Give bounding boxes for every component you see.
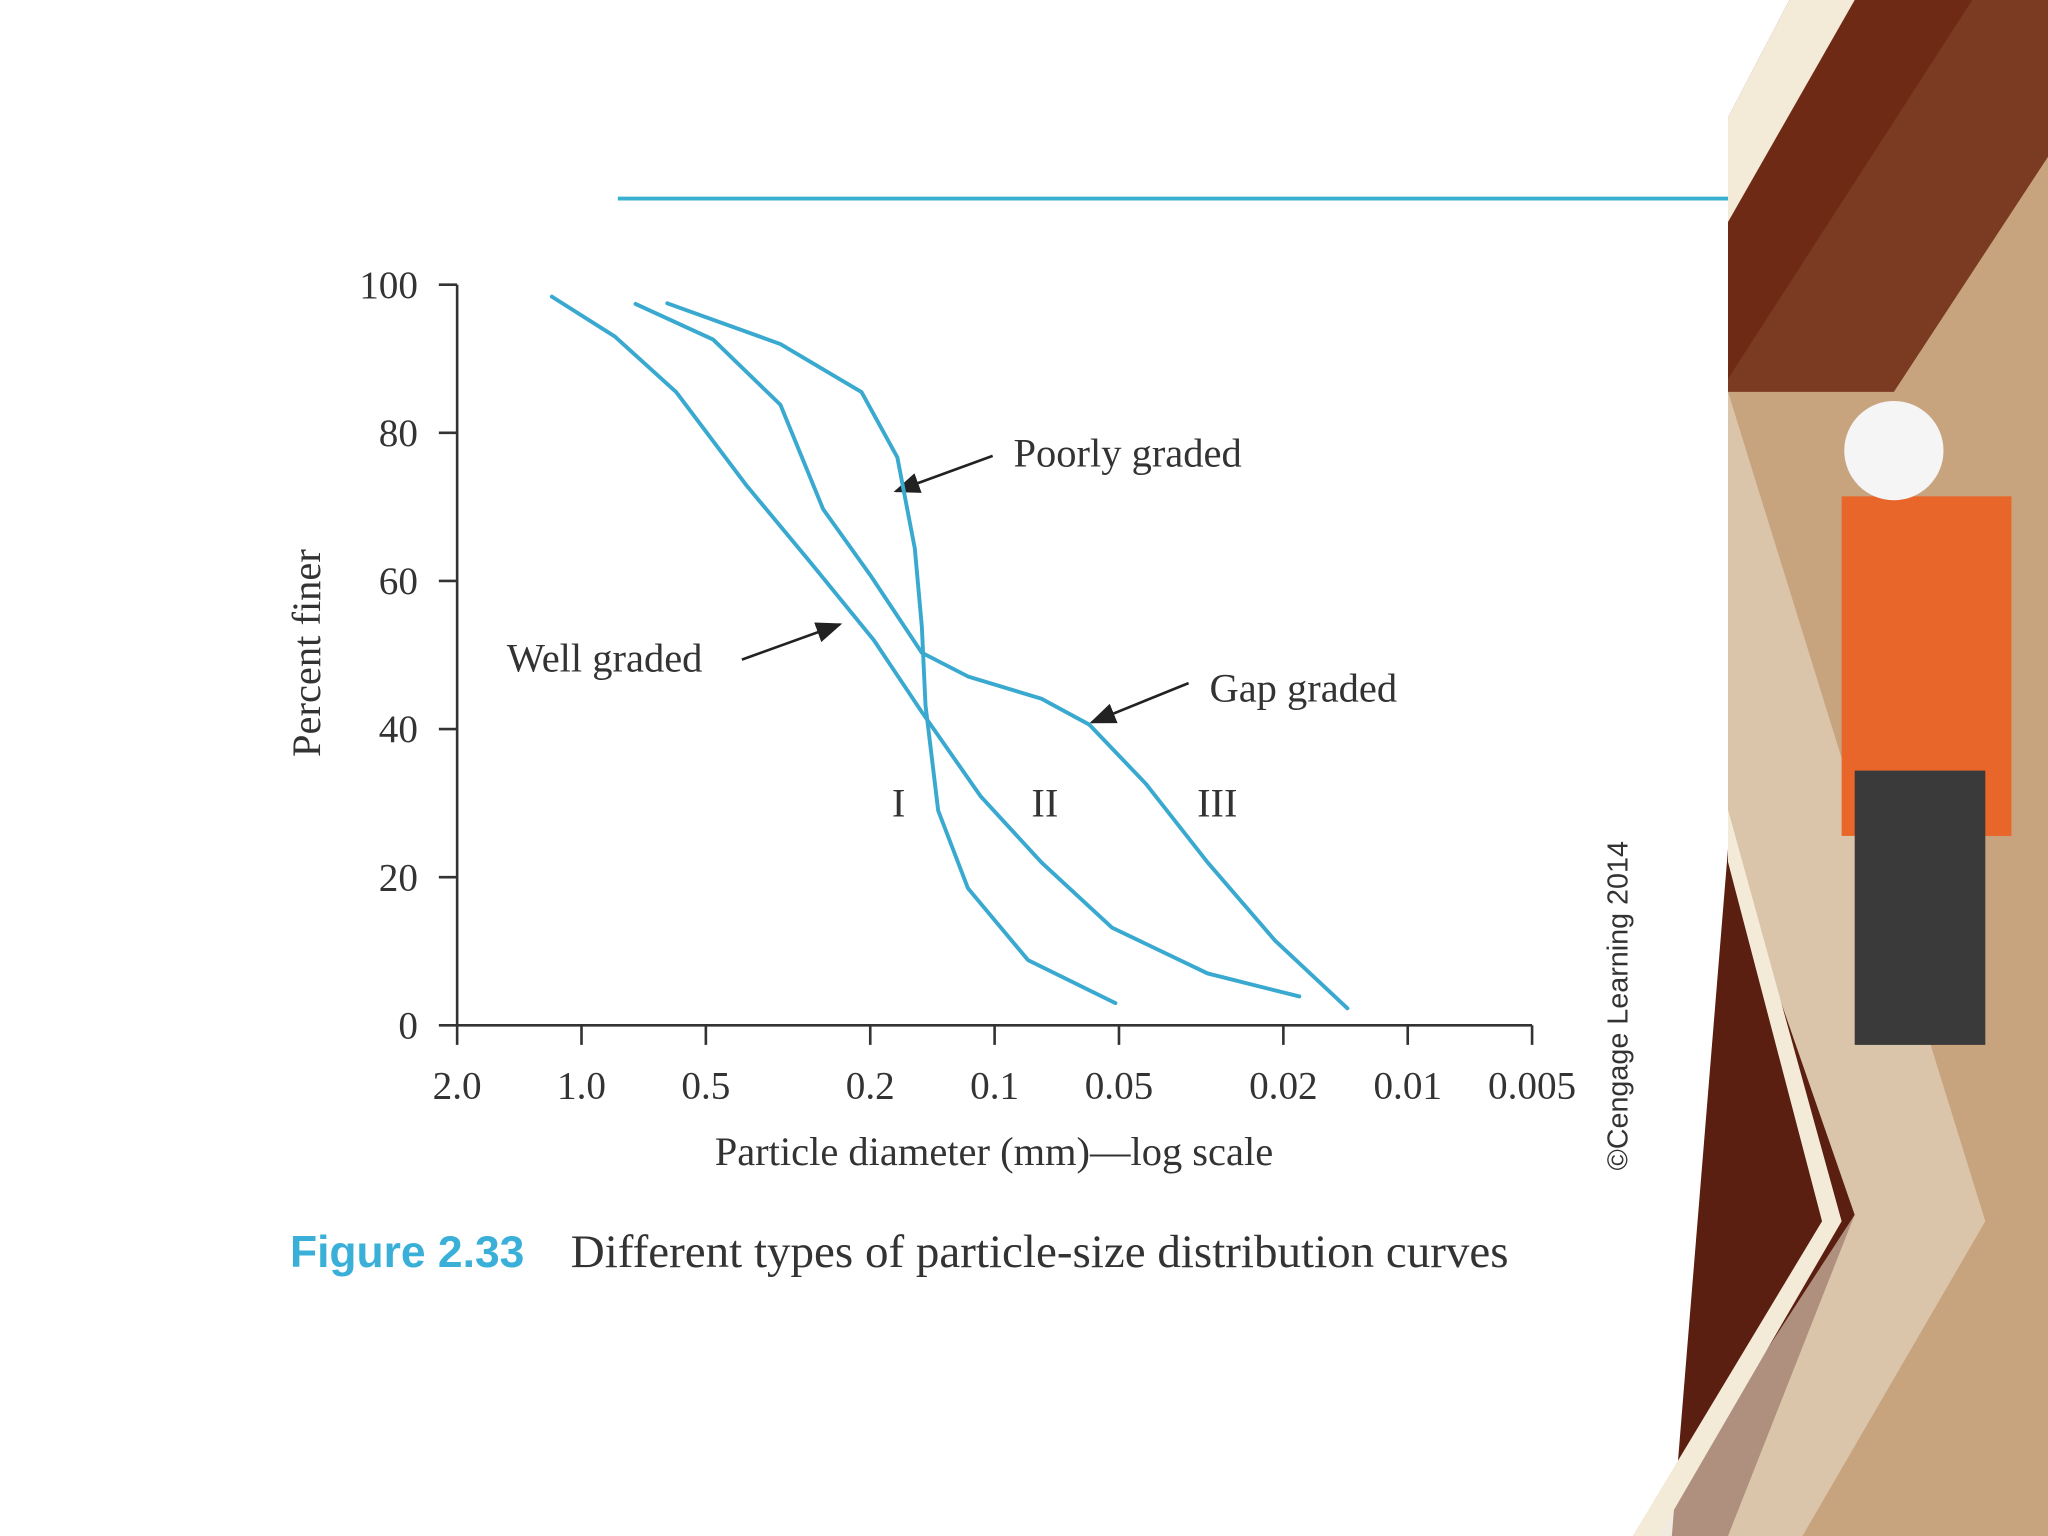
y-tick-label: 40 xyxy=(379,708,418,751)
x-axis-label: Particle diameter (mm)—log scale xyxy=(715,1129,1273,1174)
worker-legs xyxy=(1854,770,1986,1045)
y-tick-label: 0 xyxy=(398,1004,418,1047)
annotation: Well graded xyxy=(507,635,703,680)
hard-hat xyxy=(1844,400,1944,501)
figure-label: Figure 2.33 xyxy=(290,1228,524,1277)
y-axis-label: Percent finer xyxy=(284,549,329,757)
y-tick-label: 100 xyxy=(359,264,418,307)
y-tick-label: 80 xyxy=(379,412,418,455)
chart-title: Different types of particle-size distrib… xyxy=(571,1226,1509,1278)
curve-label: III xyxy=(1197,780,1237,825)
x-tick-label: 0.2 xyxy=(846,1064,895,1107)
y-tick-label: 60 xyxy=(379,560,418,603)
x-tick-label: 0.1 xyxy=(970,1064,1019,1107)
curve-label: II xyxy=(1031,780,1058,825)
x-tick-label: 0.01 xyxy=(1373,1064,1442,1107)
x-tick-label: 2.0 xyxy=(433,1064,482,1107)
side-decoration xyxy=(1632,0,2048,1536)
annotation: Poorly graded xyxy=(1014,430,1242,475)
x-tick-label: 0.02 xyxy=(1249,1064,1318,1107)
annotation-arrow xyxy=(741,622,843,661)
annotation-arrow xyxy=(1089,681,1190,724)
curve xyxy=(549,294,1302,999)
x-tick-label: 0.5 xyxy=(681,1064,730,1107)
x-tick-label: 0.005 xyxy=(1488,1064,1576,1107)
x-tick-label: 0.05 xyxy=(1085,1064,1154,1107)
annotation-arrow xyxy=(893,454,994,493)
annotation: Gap graded xyxy=(1209,665,1397,710)
curve xyxy=(665,301,1118,1006)
y-tick-label: 20 xyxy=(379,856,418,899)
curve-label: I xyxy=(892,780,905,825)
curve xyxy=(633,301,1350,1011)
credit: ©Cengage Learning 2014 xyxy=(1602,841,1634,1170)
x-tick-label: 1.0 xyxy=(557,1064,606,1107)
